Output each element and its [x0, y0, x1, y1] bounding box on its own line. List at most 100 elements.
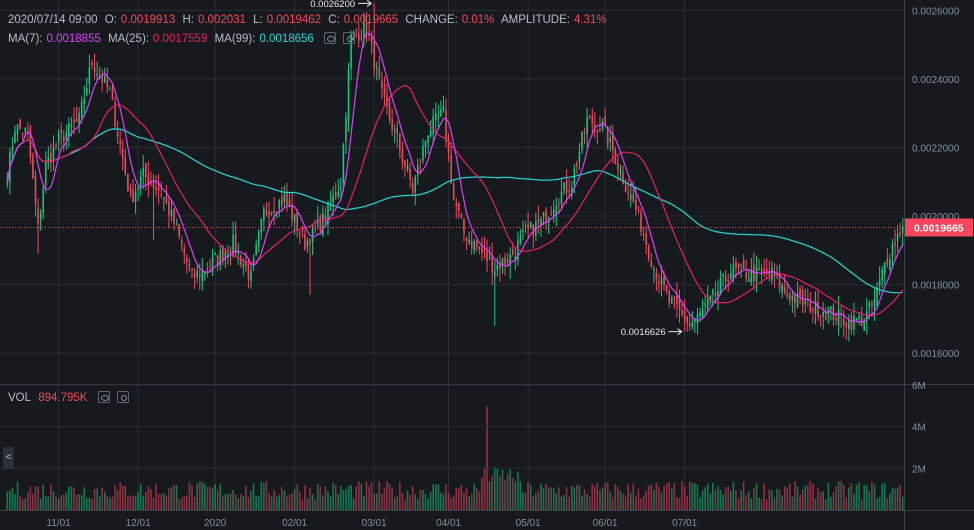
volume-bar	[873, 484, 876, 510]
volume-bar	[368, 486, 370, 510]
volume-bar	[319, 486, 322, 510]
volume-bar	[855, 484, 858, 510]
volume-bar	[896, 487, 899, 510]
volume-bar	[627, 484, 629, 510]
volume-bar	[504, 480, 506, 510]
candle-body	[717, 291, 719, 299]
volume-bar	[296, 484, 299, 510]
candle-body	[694, 319, 696, 322]
candle-body	[830, 306, 832, 310]
candle-body	[619, 169, 622, 173]
candle-body	[188, 263, 191, 267]
volume-bar	[722, 494, 724, 510]
volume-bar	[737, 498, 740, 510]
candle-body	[278, 200, 281, 209]
candle-body	[532, 224, 535, 237]
legend-amplitude-label: AMPLITUDE:	[500, 14, 570, 26]
collapse-panel-button[interactable]: <	[3, 447, 14, 469]
volume-bar	[660, 492, 663, 510]
volume-bar	[332, 482, 334, 510]
vol-visibility-eye-icon[interactable]	[97, 391, 110, 403]
candle-body	[273, 209, 275, 213]
volume-bar	[150, 489, 152, 510]
candle-body	[186, 258, 188, 262]
candle-body	[134, 191, 137, 202]
candle-body	[773, 271, 776, 277]
candle-body	[411, 183, 414, 192]
ma-settings-gear-icon[interactable]	[343, 32, 356, 44]
volume-bar	[47, 496, 50, 510]
volume-bar	[232, 489, 234, 510]
candle-body	[860, 315, 863, 326]
candle-body	[21, 133, 24, 135]
volume-bar	[57, 499, 60, 510]
volume-bar	[160, 494, 163, 510]
x-axis-tick-label: 02/01	[282, 518, 307, 529]
volume-bar	[778, 489, 781, 510]
ma99-line	[6, 128, 903, 294]
candle-body	[168, 200, 170, 216]
volume-bar	[835, 486, 837, 510]
candle-body	[763, 268, 765, 271]
candle-body	[319, 215, 322, 232]
candle-body	[65, 132, 68, 140]
vol-settings-gear-icon[interactable]	[116, 391, 129, 403]
volume-bar	[291, 493, 293, 510]
candle-body	[894, 241, 896, 245]
candle-body	[855, 319, 858, 321]
volume-bar	[268, 493, 270, 510]
candle-body	[360, 37, 363, 39]
volume-bar	[52, 491, 55, 510]
volume-bar	[886, 497, 889, 510]
volume-bar	[604, 483, 606, 510]
candle-body	[565, 180, 568, 193]
volume-bar	[891, 487, 894, 510]
volume-bar	[173, 484, 175, 510]
volume-bar	[381, 493, 383, 510]
candle-body	[229, 249, 232, 254]
volume-bar	[786, 487, 789, 510]
ohlc-legend: 2020/07/14 09:00 O: 0.0019913 H: 0.002031 …	[8, 13, 611, 27]
volume-bar	[522, 492, 524, 510]
volume-bar	[796, 486, 799, 510]
volume-bar	[878, 496, 881, 510]
vol-label: VOL	[8, 392, 32, 404]
candle-body	[801, 290, 804, 306]
volume-bar	[671, 488, 673, 510]
volume-bar	[242, 496, 245, 510]
ma-visibility-eye-icon[interactable]	[324, 32, 337, 44]
volume-bar	[263, 482, 265, 510]
volume-bar	[701, 490, 704, 510]
candle-body	[109, 88, 111, 90]
volume-bar	[50, 484, 52, 510]
volume-bar	[717, 486, 719, 510]
volume-bar	[842, 484, 845, 510]
candle-body	[478, 246, 481, 250]
volume-bar	[586, 493, 588, 510]
vol-value: 894.795K	[38, 392, 88, 404]
volume-bar	[404, 499, 406, 510]
candle-body	[640, 211, 642, 232]
candle-body	[671, 298, 673, 304]
volume-bar	[565, 487, 568, 510]
candle-body	[799, 288, 801, 296]
candle-body	[383, 86, 386, 96]
candle-body	[778, 272, 781, 289]
candle-body	[414, 176, 417, 193]
candle-body	[447, 138, 450, 154]
volume-bar	[776, 488, 778, 510]
last-price-tag	[905, 218, 973, 237]
candle-body	[86, 87, 88, 95]
volume-bar	[555, 493, 558, 510]
candle-body	[424, 141, 427, 147]
candle-body	[386, 95, 388, 107]
candle-body	[206, 268, 209, 271]
candle-body	[437, 116, 440, 118]
volume-bar	[768, 489, 771, 510]
volume-bar	[383, 487, 386, 510]
candle-body	[491, 255, 493, 273]
volume-bar	[488, 481, 491, 510]
ma7-line	[6, 32, 904, 323]
candle-body	[329, 203, 332, 208]
